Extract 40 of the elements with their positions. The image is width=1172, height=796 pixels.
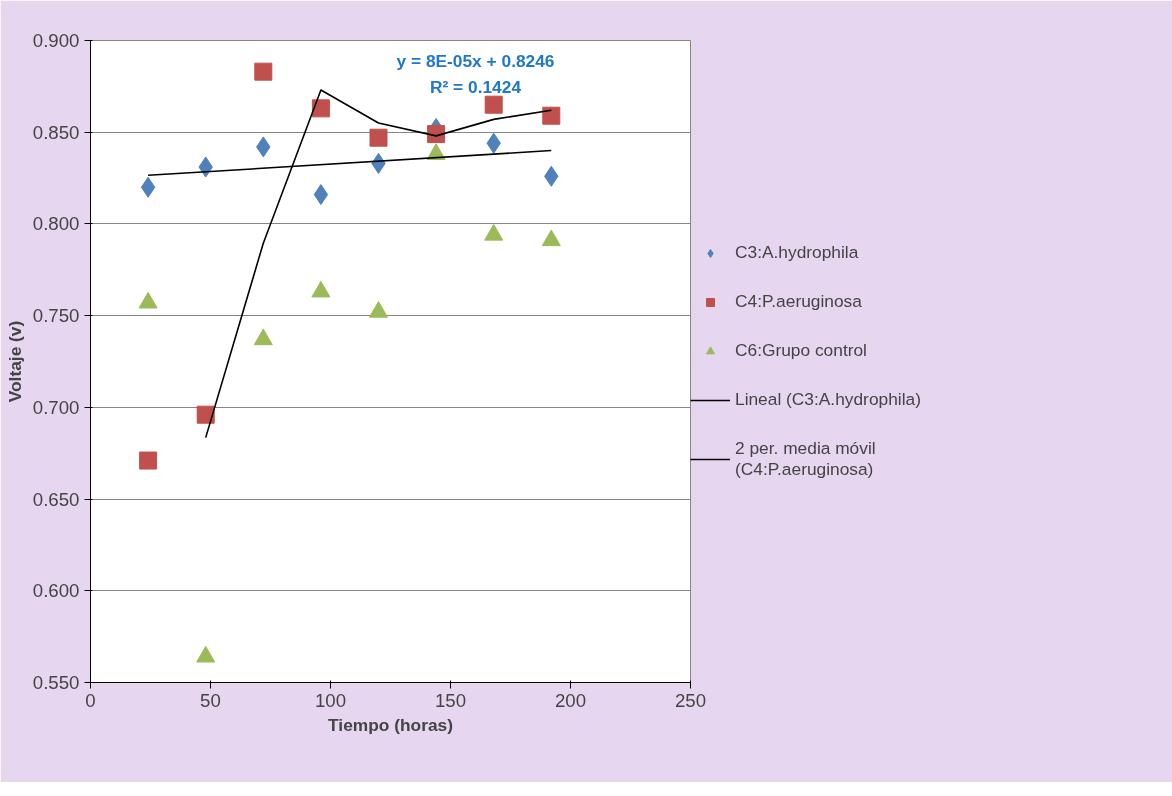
annotation: R² = 0.1424 xyxy=(429,76,522,97)
y-tick-label: 0.550 xyxy=(32,672,80,693)
x-tick-label: 100 xyxy=(314,689,347,711)
point xyxy=(427,125,446,144)
x-tick-label: 150 xyxy=(434,689,467,711)
point xyxy=(311,280,331,298)
point xyxy=(369,301,388,318)
y-axis-title: Voltaje (v) xyxy=(4,320,25,403)
x-tick-label: 200 xyxy=(554,689,587,711)
legend-label: 2 per. media móvil (C4:P.aeruginosa) xyxy=(735,438,876,480)
x-tick-label: 0 xyxy=(85,689,96,711)
y-tick-label: 0.800 xyxy=(32,213,80,235)
point xyxy=(196,405,215,424)
point xyxy=(313,184,329,206)
legend-label: Lineal (C3:A.hydrophila) xyxy=(735,389,921,410)
point xyxy=(369,128,388,147)
x-axis-title: Tiempo (horas) xyxy=(328,714,453,735)
y-tick-label: 0.650 xyxy=(32,488,80,510)
legend-label: C4:P.aeruginosa xyxy=(735,291,862,312)
point xyxy=(541,229,561,247)
point xyxy=(140,176,156,198)
point xyxy=(311,99,330,118)
y-tick-label: 0.900 xyxy=(32,30,80,51)
annotation: y = 8E-05x + 0.8246 xyxy=(396,50,555,71)
point xyxy=(138,291,158,309)
point xyxy=(484,95,503,114)
legend-label: C3:A.hydrophila xyxy=(735,242,859,263)
point xyxy=(254,62,273,81)
legend-label: C6:Grupo control xyxy=(735,340,867,361)
y-tick-label: 0.600 xyxy=(32,580,80,602)
point xyxy=(196,645,216,663)
x-tick-label: 50 xyxy=(200,689,221,711)
y-tick-label: 0.750 xyxy=(32,305,80,327)
y-tick-label: 0.700 xyxy=(32,396,80,418)
point xyxy=(542,106,561,125)
y-tick-label: 0.850 xyxy=(32,121,80,143)
point xyxy=(253,328,273,346)
x-tick-label: 250 xyxy=(674,689,707,711)
point xyxy=(484,224,504,241)
point xyxy=(139,451,158,470)
